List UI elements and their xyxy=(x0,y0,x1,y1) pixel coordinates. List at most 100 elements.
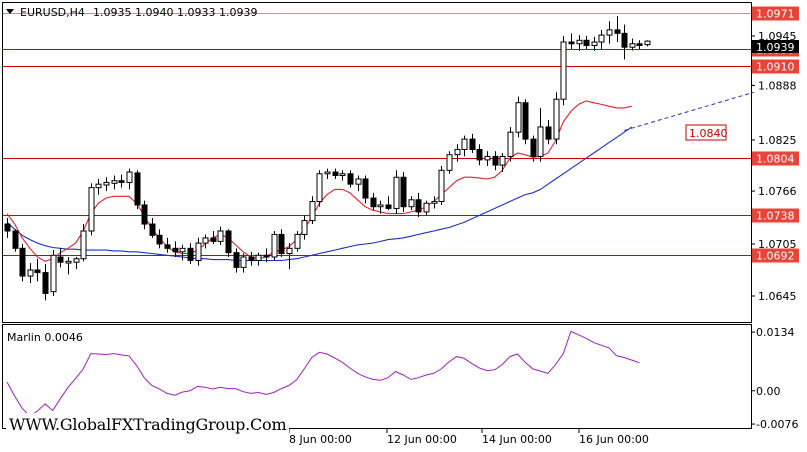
indicator-plot-frame xyxy=(2,324,752,429)
candlestick-series[interactable] xyxy=(4,16,651,301)
candle xyxy=(629,38,636,51)
candle-body-bull xyxy=(431,201,438,204)
forecast-dashed-line xyxy=(624,91,754,131)
candle-body-bear xyxy=(636,43,643,46)
candle-body-bear xyxy=(415,199,422,213)
candle-body-bear xyxy=(42,272,49,294)
candle-body-bear xyxy=(370,197,377,208)
candle-body-bull xyxy=(576,39,583,45)
candle xyxy=(126,168,133,190)
candle xyxy=(12,229,19,252)
candle xyxy=(484,151,491,166)
candle-body-bull xyxy=(377,204,384,208)
candle xyxy=(294,230,301,252)
candle-body-bull xyxy=(355,178,362,185)
candle-body-bull xyxy=(499,155,506,166)
candle xyxy=(469,133,476,153)
candle-body-bull xyxy=(286,247,293,255)
candle xyxy=(621,24,628,60)
candle-body-bear xyxy=(19,247,26,277)
candle-body-bull xyxy=(644,40,651,46)
candle-body-bear xyxy=(187,247,194,261)
candle-body-bull xyxy=(80,230,87,260)
candle xyxy=(614,16,621,43)
slow-ma-line xyxy=(6,126,633,262)
candle-body-bull xyxy=(454,148,461,156)
candle xyxy=(606,21,613,44)
candle-body-bear xyxy=(12,230,19,249)
candle xyxy=(431,196,438,209)
candle xyxy=(248,251,255,266)
candle xyxy=(34,258,41,282)
candle xyxy=(339,170,346,181)
candle-body-bull xyxy=(126,171,133,183)
time-tick-label: 14 Jun 00:00 xyxy=(482,433,552,446)
candle xyxy=(4,217,11,238)
candle-body-bear xyxy=(4,223,11,232)
price-tick-label: 1.0888 xyxy=(758,79,797,92)
price-tick-label: 1.0766 xyxy=(758,185,797,198)
candle-body-bear xyxy=(568,41,575,45)
triangle-down-icon[interactable] xyxy=(6,9,14,14)
candle xyxy=(73,256,80,270)
candle-body-bear xyxy=(621,32,628,48)
candle xyxy=(537,107,544,162)
candle-body-bear xyxy=(233,252,240,268)
candle-body-bear xyxy=(278,233,285,255)
candle xyxy=(27,263,34,283)
candle-body-bear xyxy=(141,204,148,225)
candle-body-bear xyxy=(347,173,354,185)
candle xyxy=(141,200,148,230)
candle-body-bull xyxy=(65,260,72,264)
forecast-label-box xyxy=(685,124,727,141)
candle xyxy=(19,243,26,282)
marlin-indicator xyxy=(6,330,640,417)
candle-body-bear xyxy=(614,29,621,34)
candle-body-bull xyxy=(73,258,80,263)
candle xyxy=(461,135,468,157)
candle xyxy=(42,263,49,301)
candle xyxy=(278,229,285,257)
candle-body-bear xyxy=(134,172,141,206)
candle-body-bull xyxy=(339,173,346,177)
candle-body-bull xyxy=(324,171,331,175)
candle-body-bear xyxy=(149,223,156,236)
candle xyxy=(423,200,430,216)
candle xyxy=(332,168,339,179)
time-tick-label: 12 Jun 00:00 xyxy=(387,433,457,446)
candle-body-bull xyxy=(629,43,636,48)
candle xyxy=(286,243,293,270)
candle xyxy=(88,183,95,236)
candle-body-bull xyxy=(446,154,453,171)
candle xyxy=(57,248,64,268)
candle-body-bull xyxy=(27,269,34,277)
watermark: WWW.GlobalFXTradingGroup.Com xyxy=(6,413,290,437)
candle-body-bear xyxy=(476,148,483,161)
level-tag-bg xyxy=(752,59,799,74)
candle xyxy=(271,230,278,261)
candle-body-bull xyxy=(438,169,445,203)
candle xyxy=(134,170,141,210)
candle xyxy=(591,36,598,51)
candle-body-bull xyxy=(103,181,110,186)
candle xyxy=(438,165,445,205)
main-plot-frame xyxy=(2,2,752,323)
candle-body-bull xyxy=(606,29,613,36)
candle-body-bull xyxy=(50,254,57,293)
candle xyxy=(408,196,415,211)
candle xyxy=(217,226,224,245)
candle-body-bull xyxy=(271,233,278,258)
candle xyxy=(385,196,392,211)
candle xyxy=(164,237,171,253)
candle xyxy=(583,35,590,49)
candle-body-bull xyxy=(217,230,224,242)
candle-body-bear xyxy=(332,171,339,177)
level-tag-label: 1.0804 xyxy=(756,153,795,166)
candle xyxy=(377,200,384,214)
candle xyxy=(156,229,163,249)
candle-body-bear xyxy=(522,102,529,140)
level-tag-label: 1.0910 xyxy=(756,61,795,74)
candle xyxy=(50,250,57,296)
